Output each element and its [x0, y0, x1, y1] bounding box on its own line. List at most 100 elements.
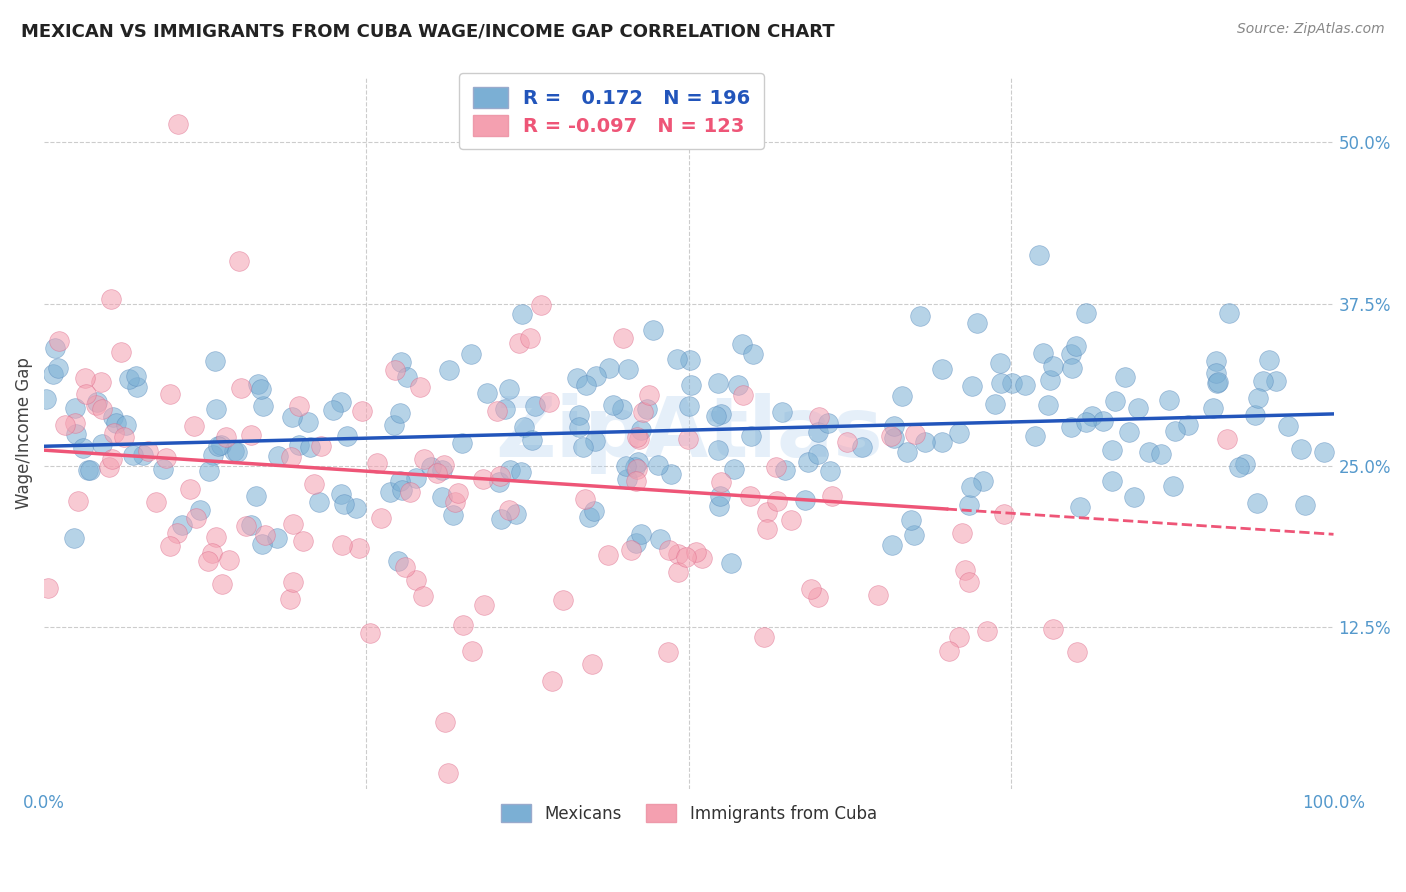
Mexicans: [222, 444, 245, 458]
Immigrants from Cuba: [136, 444, 159, 458]
Immigrants from Cuba: [235, 518, 257, 533]
Mexicans: [1246, 496, 1268, 510]
Mexicans: [188, 503, 211, 517]
Mexicans: [1163, 424, 1185, 438]
Mexicans: [35, 392, 58, 406]
Immigrants from Cuba: [676, 432, 699, 446]
Mexicans: [299, 441, 322, 455]
Immigrants from Cuba: [84, 398, 107, 412]
Mexicans: [104, 416, 127, 430]
Mexicans: [960, 379, 983, 393]
Immigrants from Cuba: [690, 550, 713, 565]
Mexicans: [245, 489, 267, 503]
Mexicans: [170, 518, 193, 533]
Mexicans: [131, 448, 153, 462]
Immigrants from Cuba: [437, 765, 460, 780]
Mexicans: [1014, 378, 1036, 392]
Mexicans: [1277, 419, 1299, 434]
Mexicans: [460, 347, 482, 361]
Immigrants from Cuba: [808, 410, 831, 425]
Mexicans: [125, 380, 148, 394]
Mexicans: [617, 361, 640, 376]
Mexicans: [250, 537, 273, 551]
Immigrants from Cuba: [159, 539, 181, 553]
Mexicans: [1118, 425, 1140, 439]
Immigrants from Cuba: [311, 439, 333, 453]
Mexicans: [330, 486, 353, 500]
Immigrants from Cuba: [48, 334, 70, 348]
Mexicans: [707, 376, 730, 391]
Mexicans: [1202, 401, 1225, 416]
Mexicans: [931, 362, 953, 376]
Immigrants from Cuba: [287, 399, 309, 413]
Immigrants from Cuba: [1216, 433, 1239, 447]
Immigrants from Cuba: [666, 547, 689, 561]
Mexicans: [679, 352, 702, 367]
Text: ZipAtlas: ZipAtlas: [495, 392, 883, 474]
Mexicans: [565, 371, 588, 385]
Mexicans: [1247, 391, 1270, 405]
Mexicans: [441, 508, 464, 522]
Immigrants from Cuba: [957, 575, 980, 590]
Mexicans: [806, 447, 828, 461]
Mexicans: [1177, 418, 1199, 433]
Immigrants from Cuba: [103, 425, 125, 440]
Mexicans: [1101, 442, 1123, 457]
Mexicans: [391, 483, 413, 498]
Mexicans: [665, 352, 688, 367]
Immigrants from Cuba: [370, 511, 392, 525]
Immigrants from Cuba: [508, 335, 530, 350]
Mexicans: [681, 378, 703, 392]
Mexicans: [389, 355, 412, 369]
Mexicans: [1074, 306, 1097, 320]
Mexicans: [63, 401, 86, 416]
Immigrants from Cuba: [976, 624, 998, 638]
Mexicans: [524, 399, 547, 413]
Mexicans: [817, 416, 839, 430]
Immigrants from Cuba: [541, 674, 564, 689]
Immigrants from Cuba: [53, 418, 76, 433]
Mexicans: [851, 440, 873, 454]
Mexicans: [1265, 374, 1288, 388]
Immigrants from Cuba: [461, 644, 484, 658]
Immigrants from Cuba: [666, 565, 689, 579]
Immigrants from Cuba: [612, 331, 634, 345]
Immigrants from Cuba: [201, 546, 224, 560]
Mexicans: [380, 484, 402, 499]
Mexicans: [115, 417, 138, 432]
Mexicans: [505, 507, 527, 521]
Mexicans: [1208, 375, 1230, 389]
Mexicans: [44, 341, 66, 355]
Immigrants from Cuba: [519, 330, 541, 344]
Immigrants from Cuba: [352, 404, 374, 418]
Immigrants from Cuba: [239, 428, 262, 442]
Mexicans: [420, 459, 443, 474]
Mexicans: [742, 347, 765, 361]
Immigrants from Cuba: [1042, 623, 1064, 637]
Mexicans: [636, 401, 658, 416]
Immigrants from Cuba: [537, 395, 560, 409]
Mexicans: [389, 406, 412, 420]
Mexicans: [336, 429, 359, 443]
Immigrants from Cuba: [332, 538, 354, 552]
Mexicans: [1001, 376, 1024, 391]
Mexicans: [1101, 475, 1123, 489]
Mexicans: [204, 354, 226, 368]
Immigrants from Cuba: [938, 644, 960, 658]
Mexicans: [624, 535, 647, 549]
Mexicans: [389, 474, 412, 488]
Immigrants from Cuba: [835, 435, 858, 450]
Mexicans: [880, 537, 903, 551]
Immigrants from Cuba: [281, 517, 304, 532]
Immigrants from Cuba: [953, 563, 976, 577]
Mexicans: [616, 472, 638, 486]
Mexicans: [281, 410, 304, 425]
Mexicans: [890, 389, 912, 403]
Mexicans: [1060, 419, 1083, 434]
Mexicans: [432, 463, 454, 477]
Immigrants from Cuba: [145, 495, 167, 509]
Mexicans: [225, 444, 247, 458]
Immigrants from Cuba: [166, 526, 188, 541]
Mexicans: [475, 386, 498, 401]
Mexicans: [1244, 408, 1267, 422]
